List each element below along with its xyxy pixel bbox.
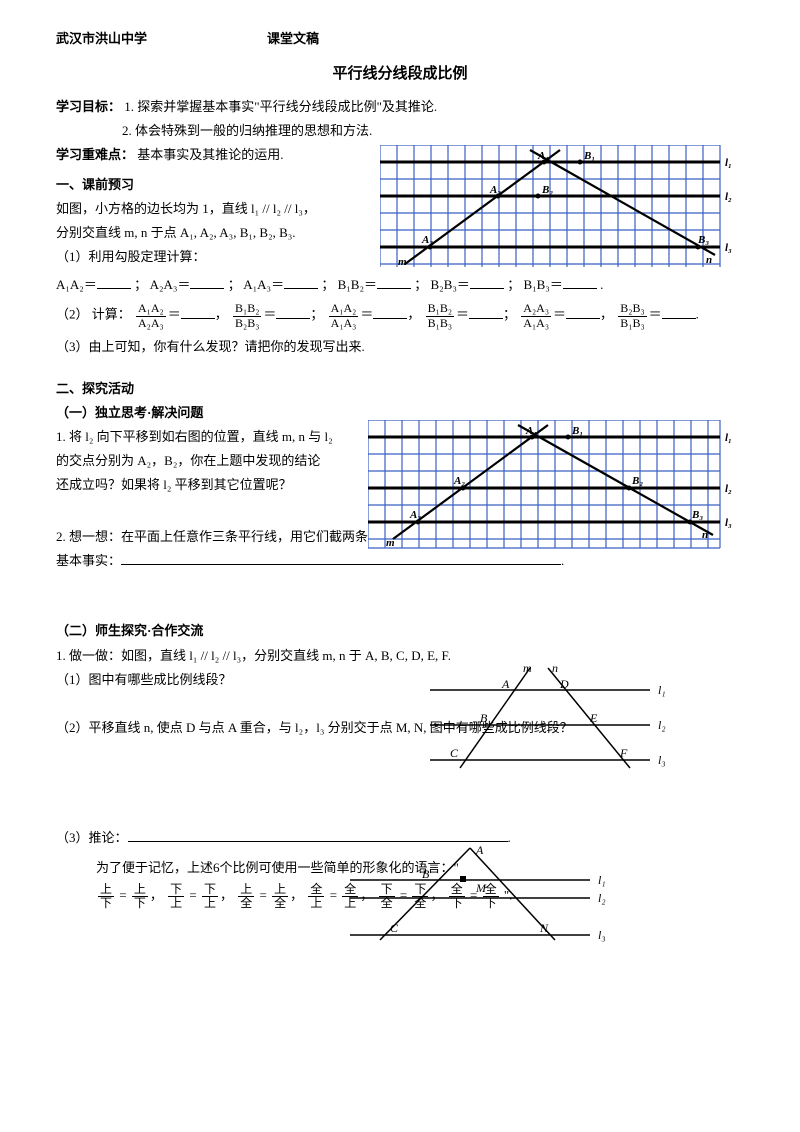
svg-text:l₂: l₂ <box>598 891 606 905</box>
figure-grid-1: A₁ B₁ A₂ B₂ A₃ B₃ l₁ l₂ l₃ m n <box>380 145 740 275</box>
svg-text:n: n <box>706 254 712 266</box>
doc-type: 课堂文稿 <box>267 28 319 50</box>
svg-text:l₁: l₁ <box>598 873 606 887</box>
svg-text:C: C <box>390 921 399 935</box>
svg-text:l₁: l₁ <box>725 157 732 169</box>
svg-text:A₃: A₃ <box>409 509 421 521</box>
svg-text:A: A <box>501 677 510 691</box>
objective-1: 1. 探索并掌握基本事实"平行线分线段成比例"及其推论. <box>124 99 437 114</box>
objective-2: 2. 体会特殊到一般的归纳推理的思想和方法. <box>122 123 372 138</box>
svg-text:B₃: B₃ <box>691 509 703 521</box>
figure-triangle-2: A B M C N l₁ l₂ l₃ <box>330 840 630 950</box>
svg-text:l₂: l₂ <box>725 483 732 495</box>
sec1-row1: A₁A₂＝ ； A₂A₃＝ ； A₁A₃＝ ； B₁B₂＝ ； B₂B₃＝ ； … <box>56 274 744 296</box>
svg-text:B: B <box>480 711 488 725</box>
svg-text:l₃: l₃ <box>658 753 666 767</box>
svg-text:m: m <box>386 537 395 549</box>
svg-text:l₃: l₃ <box>725 242 732 254</box>
svg-text:A₂: A₂ <box>489 184 501 196</box>
svg-text:l₃: l₃ <box>725 517 732 529</box>
svg-text:A₁: A₁ <box>537 150 549 162</box>
figure-triangle-1: m n A D B E C F l₁ l₂ l₃ <box>420 660 690 780</box>
objectives-label: 学习目标： <box>56 99 121 114</box>
svg-text:B₁: B₁ <box>571 425 583 437</box>
svg-text:N: N <box>539 921 549 935</box>
svg-text:M: M <box>475 881 487 895</box>
svg-text:F: F <box>619 746 628 760</box>
svg-text:E: E <box>589 711 598 725</box>
page-title: 平行线分线段成比例 <box>56 62 744 88</box>
svg-text:A₁: A₁ <box>525 425 537 437</box>
svg-text:l₂: l₂ <box>658 718 666 732</box>
svg-text:A₃: A₃ <box>421 234 433 246</box>
svg-text:n: n <box>552 661 558 675</box>
svg-text:m: m <box>523 661 532 675</box>
svg-text:m: m <box>398 256 407 268</box>
svg-text:C: C <box>450 746 459 760</box>
sec2-heading: 二、探究活动 <box>56 378 744 400</box>
difficulty-label: 学习重难点： <box>56 147 134 162</box>
svg-text:B₂: B₂ <box>631 475 643 487</box>
sec2-sub2: （二）师生探究·合作交流 <box>56 620 744 642</box>
svg-text:l₃: l₃ <box>598 928 606 942</box>
svg-text:n: n <box>702 529 708 541</box>
figure-grid-2: A₁ B₁ A₂ B₂ A₃ B₃ l₁ l₂ l₃ m n <box>368 420 740 556</box>
svg-text:B₂: B₂ <box>541 184 553 196</box>
svg-text:D: D <box>559 677 569 691</box>
difficulty-text: 基本事实及其推论的运用. <box>137 147 283 162</box>
svg-text:l₁: l₁ <box>725 432 732 444</box>
svg-text:B₁: B₁ <box>583 150 595 162</box>
sec1-q3: （3）由上可知，你有什么发现？请把你的发现写出来. <box>56 336 744 358</box>
svg-text:A₂: A₂ <box>453 475 465 487</box>
svg-text:l₁: l₁ <box>658 683 666 697</box>
svg-text:B₃: B₃ <box>697 234 709 246</box>
sec1-row2: （2） 计算： A₁A₂A₂A₃＝， B₁B₂B₂B₃＝； A₁A₂A₁A₃＝，… <box>56 302 744 329</box>
svg-text:l₂: l₂ <box>725 191 732 203</box>
svg-text:B: B <box>422 867 430 881</box>
school-name: 武汉市洪山中学 <box>56 28 147 50</box>
svg-text:A: A <box>475 843 484 857</box>
